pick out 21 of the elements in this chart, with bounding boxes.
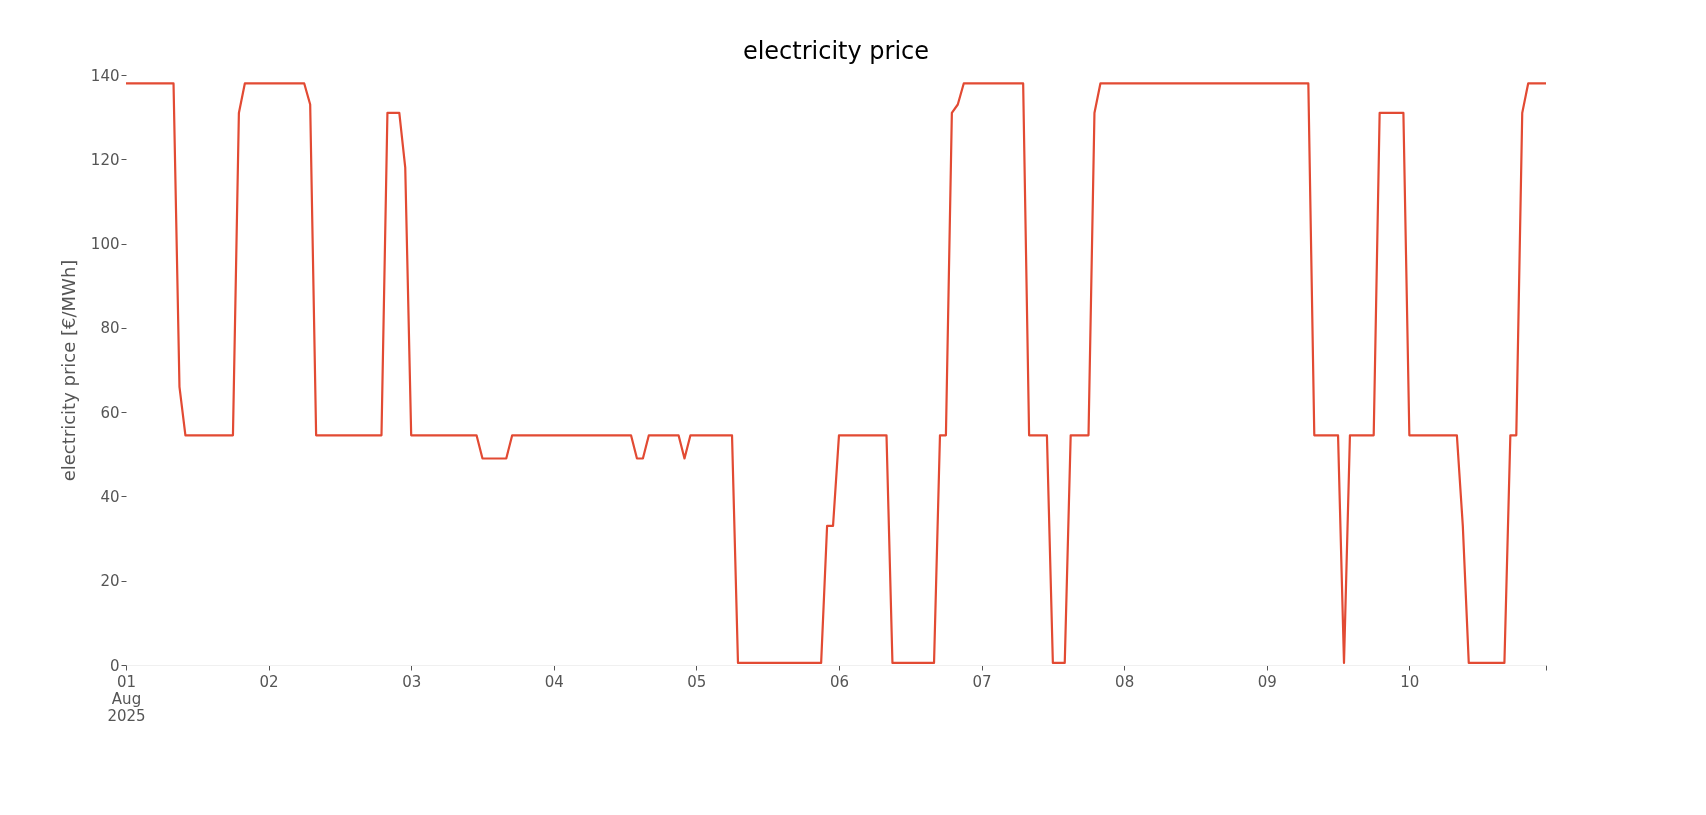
chart-title: electricity price — [742, 37, 930, 65]
y-axis-title: electricity price [€/MWh] — [57, 259, 79, 482]
y-tick-label: 0 — [109, 656, 120, 675]
x-tick-label: 08 — [1115, 672, 1135, 691]
y-tick-label: 80 — [100, 319, 120, 338]
y-tick-label: 60 — [100, 403, 120, 422]
x-tick-label: 10 — [1400, 672, 1420, 691]
x-tick-label: 07 — [972, 672, 992, 691]
y-tick-label: 120 — [90, 150, 120, 169]
x-tick-label: 06 — [829, 672, 850, 691]
x-tick-label: 09 — [1257, 672, 1277, 691]
x-tick-label: 02 — [259, 672, 279, 691]
line-series — [124, 82, 1548, 664]
y-tick-label: 40 — [100, 487, 120, 506]
x-tick-label: 03 — [402, 672, 422, 691]
y-tick-label: 20 — [100, 572, 120, 591]
x-tick-label: 04 — [544, 672, 564, 691]
x-tick-label: 05 — [687, 672, 707, 691]
y-tick-label: 100 — [90, 235, 120, 254]
x-tick-label: 01 Aug 2025 — [107, 672, 146, 725]
y-tick-label: 140 — [90, 66, 120, 85]
